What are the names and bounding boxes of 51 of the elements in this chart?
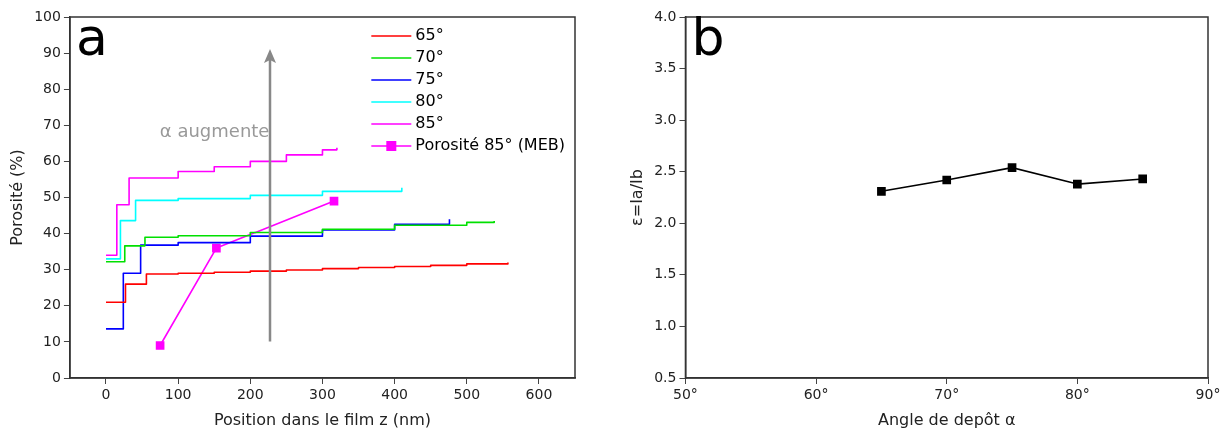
point — [212, 243, 221, 253]
point — [1138, 174, 1148, 184]
legend-label: Porosité 85° (MEB) — [415, 135, 565, 155]
y-tick-label: 80 — [43, 79, 61, 96]
point — [1007, 163, 1017, 172]
x-axis-title: Position dans le film z (nm) — [213, 409, 432, 429]
x-tick-label: 600 — [525, 386, 553, 403]
y-tick-label: 2.0 — [654, 213, 677, 230]
point — [877, 186, 886, 196]
y-tick-label: 4.0 — [654, 7, 677, 24]
y-tick-label: 50 — [43, 188, 61, 205]
y-tick-label: 0.5 — [654, 368, 677, 385]
point — [155, 341, 165, 350]
y-tick-label: 70 — [43, 115, 61, 132]
x-tick-label: 70° — [934, 386, 960, 403]
legend-label: 65° — [415, 25, 444, 45]
x-tick-label: 0 — [101, 386, 111, 403]
annotation: b — [691, 6, 725, 67]
y-tick-label: 60 — [43, 152, 61, 169]
y-tick-label: 3.0 — [654, 110, 677, 127]
x-tick-label: 200 — [236, 386, 264, 403]
y-tick-label: 1.0 — [654, 317, 677, 334]
x-tick-label: 400 — [381, 386, 408, 403]
y-axis-title: Porosité (%) — [6, 149, 26, 246]
y-tick-label: 100 — [34, 7, 61, 24]
y-tick-label: 40 — [43, 224, 61, 241]
y-tick-label: 30 — [43, 260, 61, 277]
x-tick-label: 500 — [453, 386, 481, 403]
legend-label: 85° — [415, 113, 444, 133]
x-tick-label: 90° — [1195, 386, 1221, 403]
legend-label: 80° — [415, 91, 444, 111]
annotation: a — [75, 6, 108, 67]
x-tick-label: 50° — [673, 386, 698, 403]
y-tick-label: 20 — [43, 296, 61, 313]
y-tick-label: 0 — [52, 368, 61, 385]
y-tick-label: 1.5 — [654, 265, 677, 282]
y-tick-label: 3.5 — [654, 59, 677, 76]
annotation: α augmente — [159, 120, 270, 142]
legend-label: 75° — [415, 69, 444, 89]
y-tick-label: 2.5 — [654, 162, 677, 179]
x-tick-label: 100 — [164, 386, 192, 403]
point — [1073, 179, 1082, 189]
y-tick-label: 10 — [43, 332, 61, 349]
x-tick-label: 80° — [1064, 386, 1090, 403]
x-tick-label: 300 — [309, 386, 336, 403]
point — [942, 175, 952, 185]
legend-label: 70° — [415, 47, 444, 67]
y-axis-title: ε=Ia/Ib — [626, 169, 646, 226]
x-tick-label: 60° — [803, 386, 829, 403]
x-axis-title: Angle de depôt α — [877, 409, 1016, 429]
y-tick-label: 90 — [43, 43, 61, 60]
